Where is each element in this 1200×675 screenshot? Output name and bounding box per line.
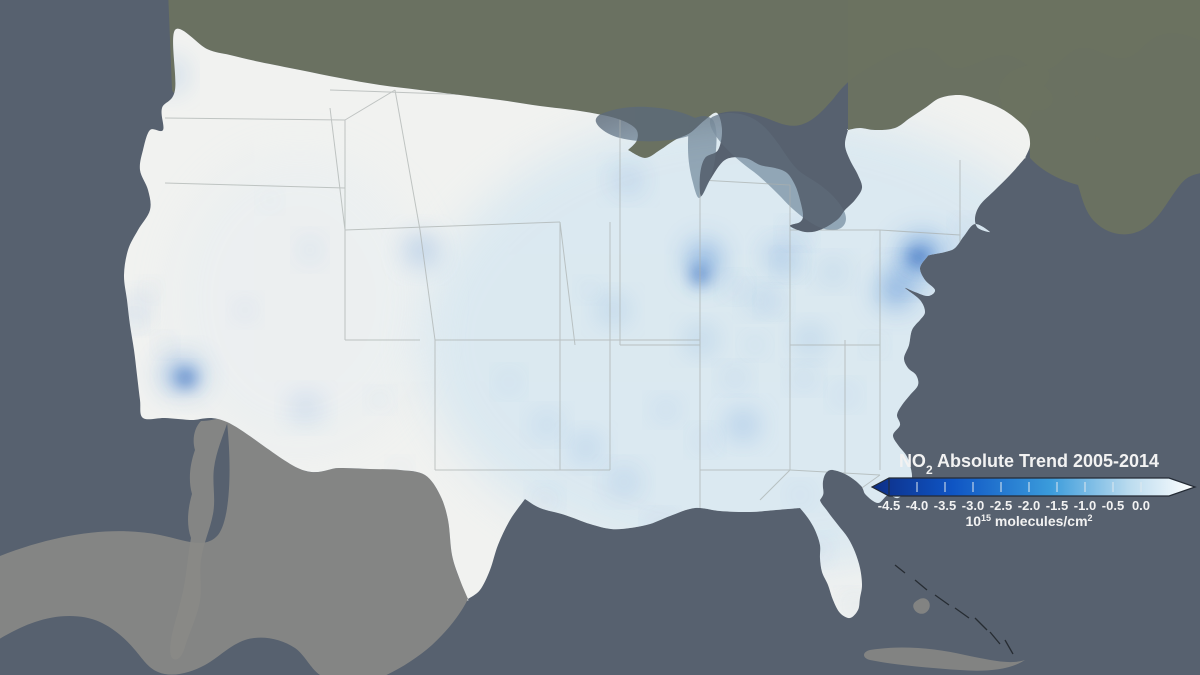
svg-text:-3.0: -3.0	[962, 498, 984, 513]
svg-text:-1.5: -1.5	[1046, 498, 1068, 513]
svg-text:-2.0: -2.0	[1018, 498, 1040, 513]
svg-text:-3.5: -3.5	[934, 498, 956, 513]
svg-text:-0.5: -0.5	[1102, 498, 1124, 513]
svg-text:-4.0: -4.0	[906, 498, 928, 513]
svg-text:-1.0: -1.0	[1074, 498, 1096, 513]
svg-text:-4.5: -4.5	[878, 498, 900, 513]
svg-text:-2.5: -2.5	[990, 498, 1012, 513]
svg-text:0.0: 0.0	[1132, 498, 1150, 513]
